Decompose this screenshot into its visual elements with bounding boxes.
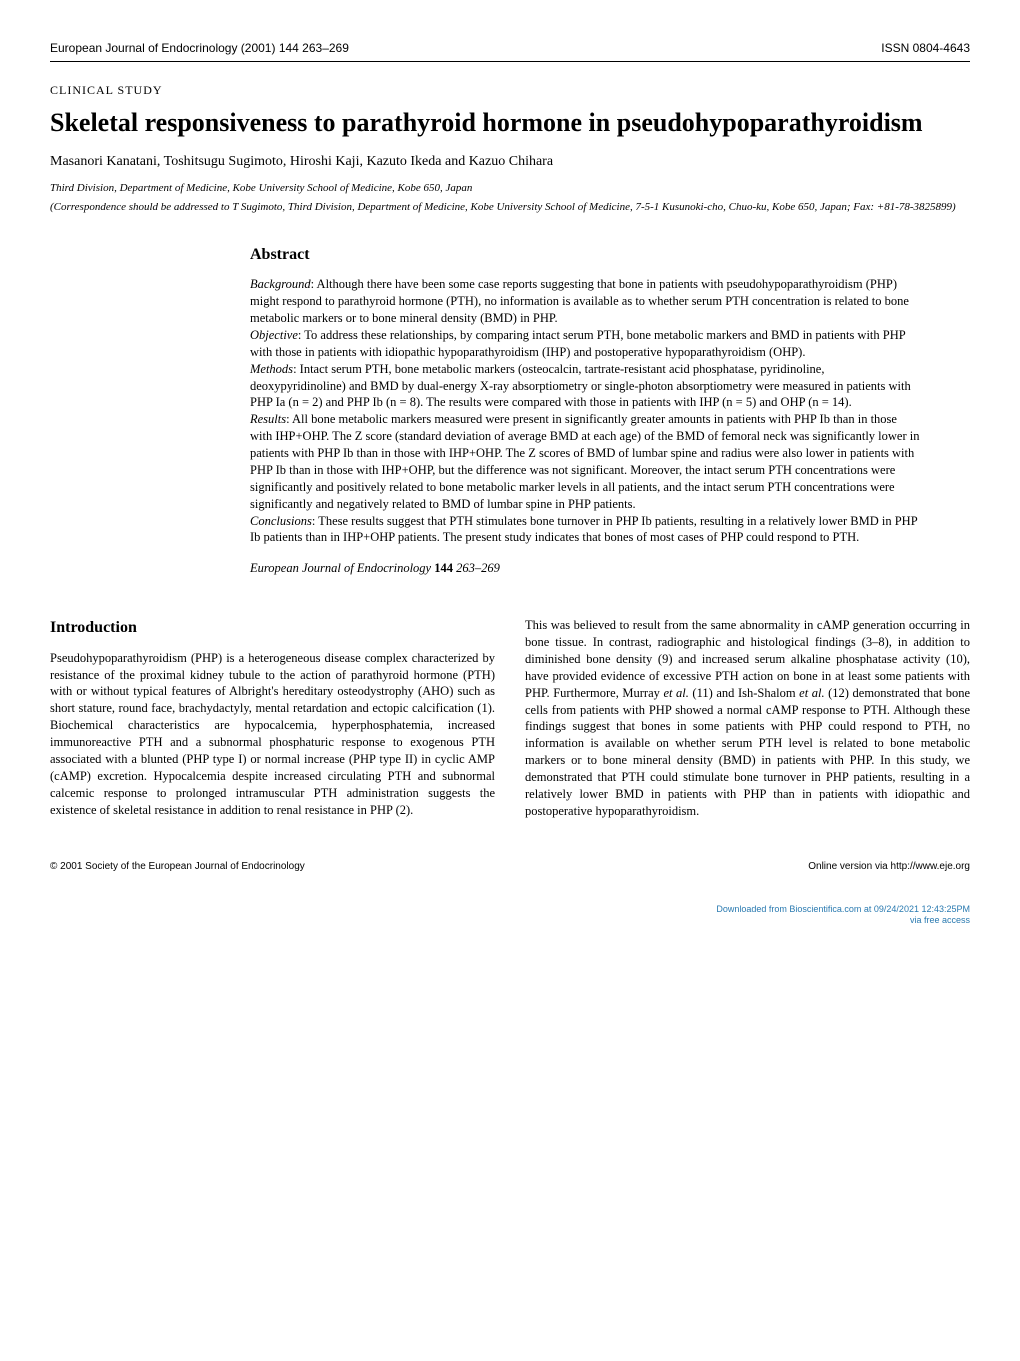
conclusions-text: : These results suggest that PTH stimula… bbox=[250, 514, 917, 545]
intro-etal1: et al. bbox=[663, 686, 688, 700]
objective-text: : To address these relationships, by com… bbox=[250, 328, 905, 359]
left-column: Introduction Pseudohypoparathyroidism (P… bbox=[50, 617, 495, 820]
right-column: This was believed to result from the sam… bbox=[525, 617, 970, 820]
correspondence: (Correspondence should be addressed to T… bbox=[50, 200, 970, 214]
download-note: Downloaded from Bioscientifica.com at 09… bbox=[50, 904, 970, 927]
online-version: Online version via http://www.eje.org bbox=[808, 860, 970, 874]
introduction-heading: Introduction bbox=[50, 617, 495, 639]
introduction-text-col1: Pseudohypoparathyroidism (PHP) is a hete… bbox=[50, 650, 495, 819]
abstract-objective: Objective: To address these relationship… bbox=[250, 327, 920, 361]
abstract-section: Abstract Background: Although there have… bbox=[250, 244, 920, 577]
affiliation: Third Division, Department of Medicine, … bbox=[50, 181, 970, 195]
abstract-content: Background: Although there have been som… bbox=[250, 276, 920, 577]
download-line2: via free access bbox=[50, 915, 970, 927]
abstract-conclusions: Conclusions: These results suggest that … bbox=[250, 513, 920, 547]
intro-etal2: et al. bbox=[799, 686, 824, 700]
methods-text: : Intact serum PTH, bone metabolic marke… bbox=[250, 362, 911, 410]
objective-label: Objective bbox=[250, 328, 298, 342]
study-type: CLINICAL STUDY bbox=[50, 82, 970, 99]
download-line1: Downloaded from Bioscientifica.com at 09… bbox=[50, 904, 970, 916]
conclusions-label: Conclusions bbox=[250, 514, 312, 528]
intro-col2-c: (12) demonstrated that bone cells from p… bbox=[525, 686, 970, 818]
body-columns: Introduction Pseudohypoparathyroidism (P… bbox=[50, 617, 970, 820]
issn: ISSN 0804-4643 bbox=[881, 40, 970, 57]
background-text: : Although there have been some case rep… bbox=[250, 277, 909, 325]
abstract-methods: Methods: Intact serum PTH, bone metaboli… bbox=[250, 361, 920, 412]
background-label: Background bbox=[250, 277, 311, 291]
journal-ref-pages: 263–269 bbox=[453, 561, 500, 575]
abstract-heading: Abstract bbox=[250, 244, 920, 266]
results-label: Results bbox=[250, 412, 286, 426]
journal-ref-name: European Journal of Endocrinology bbox=[250, 561, 431, 575]
copyright: © 2001 Society of the European Journal o… bbox=[50, 860, 305, 874]
article-title: Skeletal responsiveness to parathyroid h… bbox=[50, 107, 970, 138]
intro-col2-b: (11) and Ish-Shalom bbox=[689, 686, 799, 700]
abstract-results: Results: All bone metabolic markers meas… bbox=[250, 411, 920, 512]
abstract-background: Background: Although there have been som… bbox=[250, 276, 920, 327]
page-footer: © 2001 Society of the European Journal o… bbox=[50, 860, 970, 874]
journal-reference: European Journal of Endocrinology 144 26… bbox=[250, 560, 920, 577]
page-header: European Journal of Endocrinology (2001)… bbox=[50, 40, 970, 62]
introduction-text-col2: This was believed to result from the sam… bbox=[525, 617, 970, 820]
results-text: : All bone metabolic markers measured we… bbox=[250, 412, 919, 510]
journal-ref-vol: 144 bbox=[434, 561, 453, 575]
methods-label: Methods bbox=[250, 362, 293, 376]
authors: Masanori Kanatani, Toshitsugu Sugimoto, … bbox=[50, 152, 970, 172]
journal-citation: European Journal of Endocrinology (2001)… bbox=[50, 40, 349, 57]
